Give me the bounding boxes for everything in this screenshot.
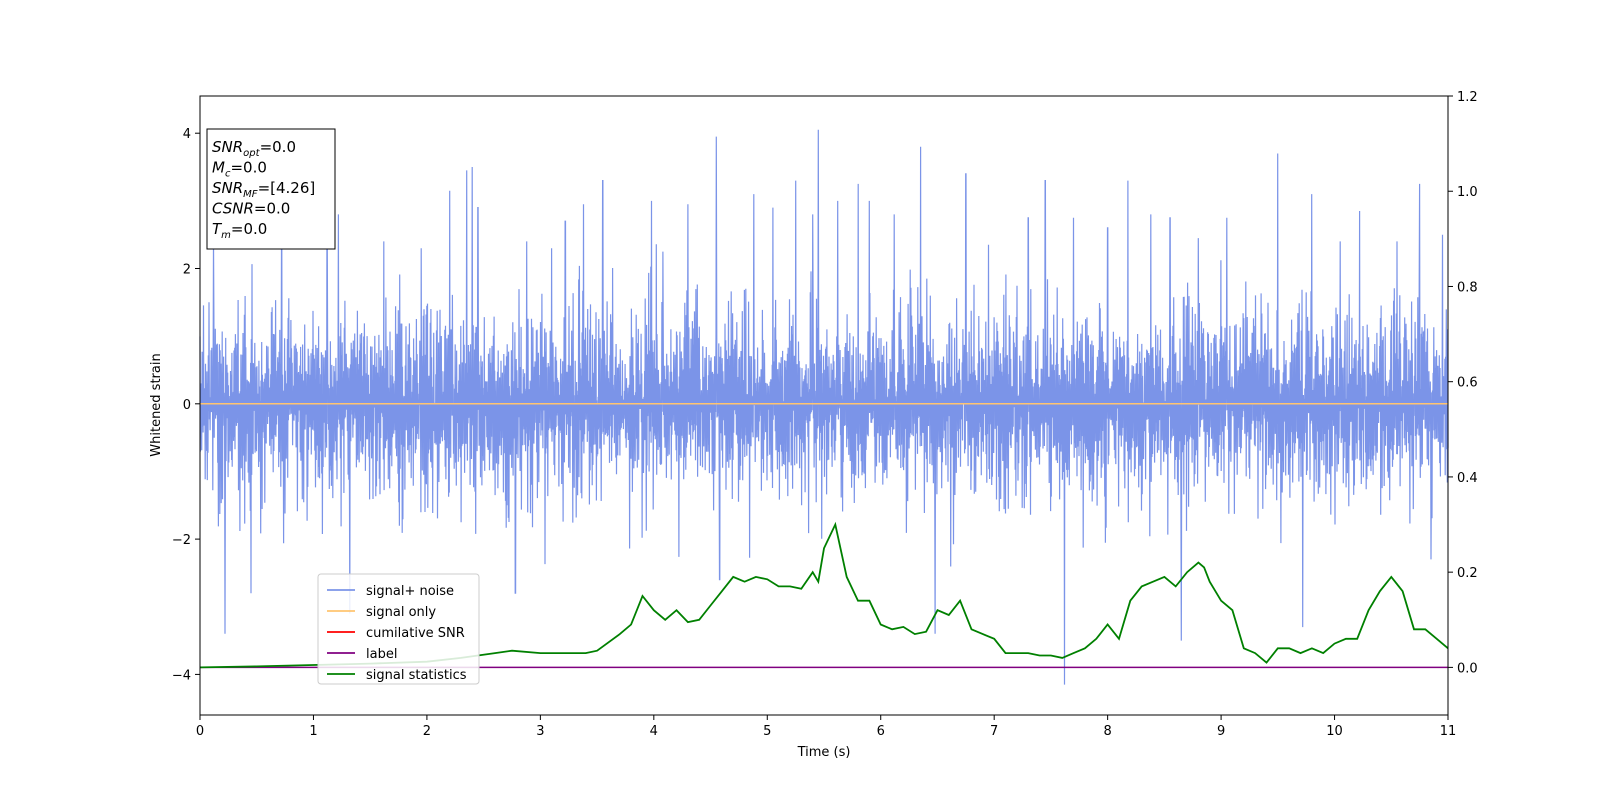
x-tick-label: 0 [196, 724, 204, 739]
info-line: CSNR=0.0 [212, 200, 290, 218]
x-tick-label: 3 [536, 724, 544, 739]
plot-frame [199, 95, 1449, 716]
signal-statistics-line [199, 521, 1449, 669]
y-tick-label: 2 [183, 263, 191, 278]
info-line: Mc=0.0 [212, 159, 267, 180]
y-tick-label: 0 [183, 398, 191, 413]
legend-label: cumilative SNR [366, 626, 465, 641]
y2-tick-label: 0.0 [1457, 661, 1478, 676]
x-tick-label: 7 [990, 724, 998, 739]
y-tick-label: −2 [172, 533, 191, 548]
y2-axis-ticks: 0.0 0.2 0.4 0.6 0.8 1.0 1.2 [1448, 90, 1478, 676]
y2-tick-label: 0.8 [1457, 280, 1478, 295]
legend-label: signal statistics [366, 668, 467, 683]
y2-tick-label: 0.2 [1457, 566, 1478, 581]
x-tick-label: 6 [877, 724, 885, 739]
x-tick-label: 1 [309, 724, 317, 739]
legend-label: signal+ noise [366, 584, 454, 599]
legend-label: signal only [366, 605, 436, 620]
x-tick-label: 5 [763, 724, 771, 739]
y2-tick-label: 0.6 [1457, 376, 1478, 391]
x-axis-ticks: 0 1 2 3 4 5 6 7 8 9 10 11 [196, 715, 1456, 739]
legend: signal+ noise signal only cumilative SNR la… [317, 573, 480, 685]
x-tick-label: 2 [423, 724, 431, 739]
y-axis-label: Whitened strain [149, 353, 164, 456]
y-tick-label: 4 [183, 127, 191, 142]
y-tick-label: −4 [172, 668, 191, 683]
legend-label: label [366, 647, 397, 662]
x-tick-label: 10 [1326, 724, 1343, 739]
x-tick-label: 11 [1440, 724, 1457, 739]
x-tick-label: 8 [1103, 724, 1111, 739]
info-line: SNRMF=[4.26] [212, 179, 315, 200]
x-tick-label: 4 [650, 724, 658, 739]
y2-tick-label: 0.4 [1457, 471, 1478, 486]
x-axis-label: Time (s) [797, 745, 851, 760]
y-axis-ticks: −4 −2 0 2 4 [172, 127, 200, 683]
y2-tick-label: 1.0 [1457, 185, 1478, 200]
info-line: SNRopt=0.0 [212, 138, 296, 159]
x-tick-label: 9 [1217, 724, 1225, 739]
info-line: Tm=0.0 [212, 220, 267, 241]
y2-tick-label: 1.2 [1457, 90, 1478, 105]
